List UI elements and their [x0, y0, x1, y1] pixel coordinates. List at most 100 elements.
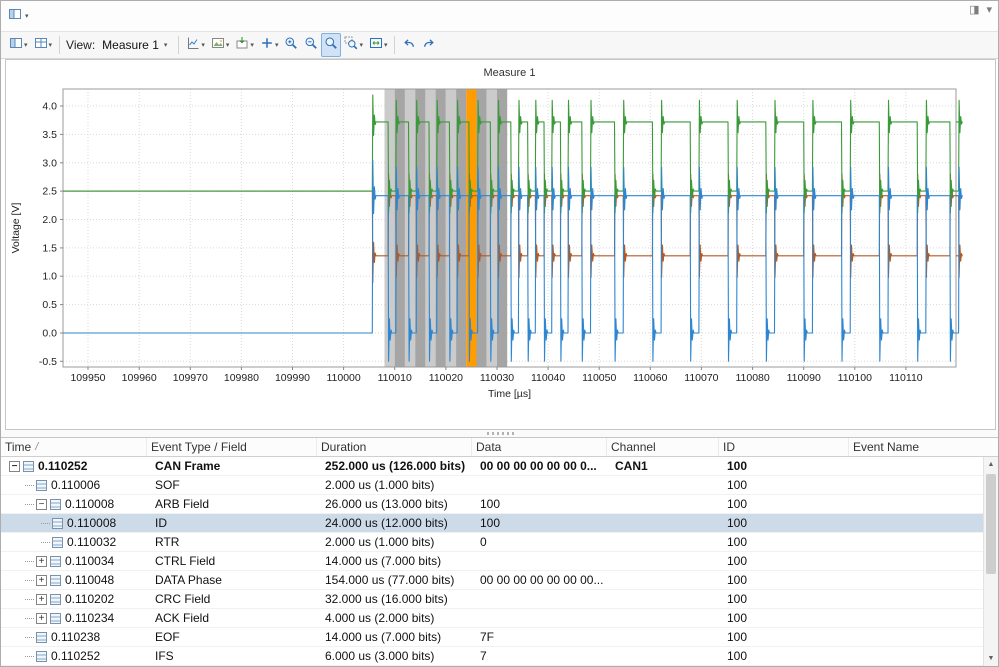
- svg-text:2.5: 2.5: [42, 186, 57, 198]
- chevron-down-icon[interactable]: ▾: [986, 4, 992, 16]
- chevron-down-icon: ▾: [225, 41, 230, 49]
- column-header-event-type-field[interactable]: Event Type / Field: [147, 438, 317, 456]
- table-row[interactable]: +0.110034 CTRL Field 14.000 us (7.000 bits…: [1, 552, 983, 571]
- bit-band: [456, 89, 467, 367]
- chart-line-button[interactable]: ▾: [183, 33, 208, 57]
- view-select[interactable]: Measure 1 ▾: [98, 36, 171, 54]
- cell-id: 100: [727, 630, 748, 644]
- zoom-icon: [324, 36, 338, 55]
- cell-duration: 32.000 us (16.000 bits): [325, 592, 448, 606]
- time-value: 0.110008: [67, 516, 117, 530]
- cursor-add-button[interactable]: ▾: [257, 33, 282, 57]
- panel-menu-button[interactable]: ▾: [5, 6, 32, 27]
- scroll-down-icon[interactable]: ▼: [987, 655, 995, 662]
- column-header-channel[interactable]: Channel: [607, 438, 719, 456]
- expand-icon[interactable]: +: [36, 593, 47, 605]
- bit-band: [476, 89, 487, 367]
- zoom-fit-icon: [369, 36, 383, 55]
- svg-text:110050: 110050: [582, 372, 616, 384]
- zoom-box-icon: [344, 36, 358, 55]
- zoom-button[interactable]: [321, 33, 342, 57]
- cell-id: 100: [727, 573, 748, 587]
- collapse-icon[interactable]: −: [36, 498, 47, 510]
- zoom-out-button[interactable]: [301, 33, 321, 57]
- cell-time: 0.110252: [5, 649, 151, 663]
- column-label: ID: [723, 440, 735, 454]
- svg-text:110080: 110080: [735, 372, 769, 384]
- x-axis-label: Time [µs]: [488, 388, 531, 400]
- cell-duration: 2.000 us (1.000 bits): [325, 478, 435, 492]
- zoom-fit-button[interactable]: ▾: [366, 33, 391, 57]
- table-row[interactable]: − 0.110008 ARB Field 26.000 us (13.000 bits…: [1, 495, 983, 514]
- undo-button[interactable]: [399, 33, 419, 57]
- table-row[interactable]: +0.110234 ACK Field 4.000 us (2.000 bits) 1…: [1, 609, 983, 628]
- scrollbar-thumb[interactable]: [986, 474, 996, 574]
- scroll-up-icon[interactable]: ▲: [987, 461, 995, 468]
- svg-text:110110: 110110: [889, 372, 923, 384]
- cell-field: DATA Phase: [155, 573, 222, 587]
- waveform-plot[interactable]: Measure 1 109950 109960 109970 109980 109990 1…: [6, 60, 995, 429]
- table-row[interactable]: 0.110008 ID 24.000 us (12.000 bits) 100 100: [1, 514, 983, 533]
- event-icon: [50, 498, 61, 510]
- chevron-down-icon: ▾: [383, 41, 388, 49]
- bit-band: [425, 89, 436, 367]
- cell-time: − 0.110008: [5, 497, 151, 511]
- tree-connector: [25, 560, 34, 562]
- redo-button[interactable]: [419, 33, 439, 57]
- chevron-down-icon: ▾: [201, 41, 205, 49]
- dock-icon[interactable]: ◨: [969, 4, 980, 16]
- bit-band: [497, 89, 508, 367]
- bit-band: [486, 89, 497, 367]
- sort-indicator-icon: /: [35, 441, 39, 453]
- svg-text:110090: 110090: [787, 372, 821, 384]
- column-label: Event Type / Field: [151, 440, 247, 454]
- column-header-data[interactable]: Data: [472, 438, 607, 456]
- collapse-icon[interactable]: −: [9, 460, 20, 472]
- chart-title: Measure 1: [484, 67, 536, 79]
- cell-id: 100: [727, 649, 748, 663]
- zoom-in-button[interactable]: [281, 33, 301, 57]
- table-row[interactable]: 0.110252 IFS 6.000 us (3.000 bits) 7 100: [1, 647, 983, 666]
- event-icon: [52, 517, 63, 529]
- svg-text:110070: 110070: [684, 372, 718, 384]
- table-row[interactable]: +0.110048 DATA Phase 154.000 us (77.000 bi…: [1, 571, 983, 590]
- tree-connector: [41, 522, 50, 524]
- svg-text:3.5: 3.5: [42, 129, 57, 141]
- table-row[interactable]: +0.110202 CRC Field 32.000 us (16.000 bits…: [1, 590, 983, 609]
- cell-field: IFS: [155, 649, 174, 663]
- table-row[interactable]: 0.110032 RTR 2.000 us (1.000 bits) 0 100: [1, 533, 983, 552]
- cell-duration: 154.000 us (77.000 bits): [325, 573, 455, 587]
- time-value: 0.110008: [65, 497, 115, 511]
- export-button[interactable]: ▾: [232, 33, 257, 57]
- event-icon: [23, 460, 34, 472]
- expand-icon[interactable]: +: [36, 574, 47, 586]
- column-header-id[interactable]: ID: [719, 438, 849, 456]
- vertical-scrollbar[interactable]: ▲ ▼: [983, 457, 998, 666]
- expand-icon[interactable]: +: [36, 612, 47, 624]
- time-value: 0.110006: [51, 478, 101, 492]
- chart-image-icon: [211, 36, 225, 55]
- table-row[interactable]: 0.110006 SOF 2.000 us (1.000 bits) 100: [1, 476, 983, 495]
- cell-time: +0.110048: [5, 573, 151, 587]
- panel-grid-icon: [8, 7, 22, 26]
- column-header-duration[interactable]: Duration: [317, 438, 472, 456]
- table-row[interactable]: − 0.110252 CAN Frame 252.000 us (126.000 bi…: [1, 457, 983, 476]
- chart-image-button[interactable]: ▾: [208, 33, 233, 57]
- svg-text:1.5: 1.5: [42, 242, 57, 254]
- column-header-event-name[interactable]: Event Name: [849, 438, 998, 456]
- cell-time: 0.110238: [5, 630, 151, 644]
- svg-text:1.0: 1.0: [42, 271, 57, 283]
- event-icon: [36, 631, 47, 643]
- splitter[interactable]: [1, 430, 998, 437]
- view-select-value: Measure 1: [102, 38, 159, 52]
- table-row[interactable]: 0.110238 EOF 14.000 us (7.000 bits) 7F 100: [1, 628, 983, 647]
- bit-band: [435, 89, 446, 367]
- zoom-box-button[interactable]: ▾: [341, 33, 366, 57]
- expand-icon[interactable]: +: [36, 555, 47, 567]
- panel-grid-button[interactable]: ▾: [6, 33, 31, 57]
- event-icon: [36, 650, 47, 662]
- bit-band: [415, 89, 426, 367]
- column-header-time[interactable]: Time /: [1, 438, 147, 456]
- panel-columns-button[interactable]: ▾: [31, 33, 56, 57]
- splitter-grip-icon: [486, 432, 515, 435]
